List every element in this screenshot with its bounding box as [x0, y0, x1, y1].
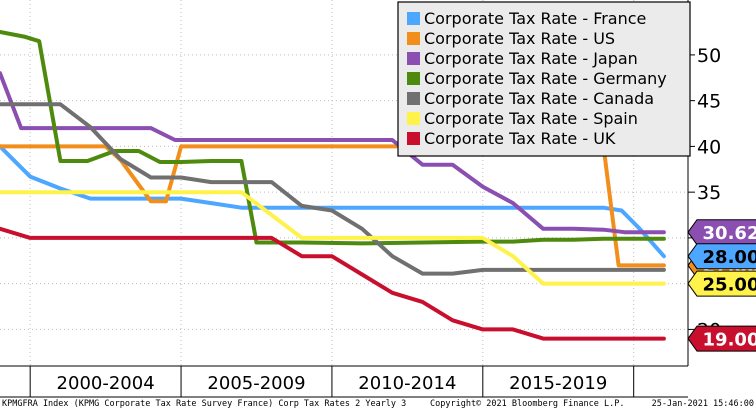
value-tag-label: 30.62 — [703, 223, 756, 244]
legend-label: Corporate Tax Rate - UK — [424, 129, 616, 148]
legend-swatch — [407, 132, 420, 145]
footer-copyright: Copyright© 2021 Bloomberg Finance L.P. — [430, 399, 624, 409]
legend-swatch — [407, 32, 420, 45]
value-tag-label: 28.00 — [703, 247, 756, 268]
legend-swatch — [407, 112, 420, 125]
footer: KPMGFRA Index (KPMG Corporate Tax Rate S… — [2, 399, 754, 409]
value-tag-shape — [687, 219, 756, 246]
y-tick-label: 50 — [697, 45, 721, 67]
series-line-5 — [0, 190, 666, 286]
legend-swatch — [407, 92, 420, 105]
x-tick-label: 2010-2014 — [358, 373, 456, 394]
legend-label: Corporate Tax Rate - France — [424, 9, 646, 28]
legend-label: Corporate Tax Rate - Germany — [424, 69, 667, 88]
value-tag-label: 25.00 — [703, 275, 756, 296]
value-tag: 28.00 — [687, 243, 756, 270]
series-line-2 — [0, 71, 666, 235]
legend-label: Corporate Tax Rate - Spain — [424, 109, 638, 128]
y-tick-label: 45 — [697, 91, 721, 113]
x-tick-label: 2005-2009 — [207, 373, 305, 394]
legend-label: Corporate Tax Rate - Japan — [424, 49, 638, 68]
legend-label: Corporate Tax Rate - Canada — [424, 89, 654, 108]
legend-swatch — [407, 52, 420, 65]
value-tag-shape — [687, 270, 756, 297]
value-tag-label: 19.00 — [703, 330, 756, 351]
y-tick-label: 35 — [697, 182, 721, 204]
legend-swatch — [407, 72, 420, 85]
series-line-0 — [0, 144, 666, 259]
series-line-4 — [0, 102, 666, 276]
value-tag: 19.00 — [687, 325, 756, 352]
series-line-6 — [0, 226, 666, 341]
series-layer — [0, 30, 666, 341]
legend-box — [397, 1, 691, 157]
legend-label: Corporate Tax Rate - US — [424, 29, 615, 48]
footer-source: KPMGFRA Index (KPMG Corporate Tax Rate S… — [2, 399, 406, 409]
value-tag: 25.00 — [687, 270, 756, 297]
value-tag-shape — [687, 325, 756, 352]
x-tick-label: 2015-2019 — [509, 373, 607, 394]
value-tag: 30.62 — [687, 219, 756, 246]
legend-swatch — [407, 12, 420, 25]
footer-timestamp: 25-Jan-2021 15:46:00 — [652, 399, 754, 409]
x-tick-label: 2000-2004 — [57, 373, 155, 394]
value-tag-shape — [687, 243, 756, 270]
y-tick-label: 40 — [697, 136, 721, 158]
series-line-3 — [0, 30, 666, 246]
